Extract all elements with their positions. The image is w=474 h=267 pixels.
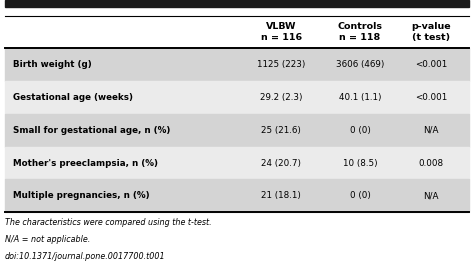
Text: The characteristics were compared using the t-test.: The characteristics were compared using … [5, 218, 211, 227]
Text: Small for gestational age, n (%): Small for gestational age, n (%) [13, 126, 171, 135]
Text: 25 (21.6): 25 (21.6) [261, 126, 301, 135]
Text: 1125 (223): 1125 (223) [257, 60, 305, 69]
Text: Gestational age (weeks): Gestational age (weeks) [13, 93, 133, 102]
Bar [5, 16, 469, 48]
Text: 10 (8.5): 10 (8.5) [343, 159, 377, 167]
Text: 0.008: 0.008 [419, 159, 444, 167]
Text: <0.001: <0.001 [415, 60, 447, 69]
Text: <0.001: <0.001 [415, 93, 447, 102]
Text: N/A = not applicable.: N/A = not applicable. [5, 235, 90, 244]
Text: 29.2 (2.3): 29.2 (2.3) [260, 93, 302, 102]
Text: N/A: N/A [423, 126, 439, 135]
Bar [5, 0, 469, 7]
Bar [5, 179, 469, 212]
Bar [5, 48, 469, 81]
Text: N/A: N/A [423, 191, 439, 200]
Text: p-value
(t test): p-value (t test) [411, 22, 451, 42]
Bar [5, 147, 469, 179]
Text: Multiple pregnancies, n (%): Multiple pregnancies, n (%) [13, 191, 150, 200]
Text: 24 (20.7): 24 (20.7) [261, 159, 301, 167]
Bar [5, 114, 469, 147]
Text: Mother's preeclampsia, n (%): Mother's preeclampsia, n (%) [13, 159, 158, 167]
Text: 0 (0): 0 (0) [350, 191, 371, 200]
Text: Birth weight (g): Birth weight (g) [13, 60, 92, 69]
Text: 40.1 (1.1): 40.1 (1.1) [339, 93, 382, 102]
Text: 21 (18.1): 21 (18.1) [261, 191, 301, 200]
Text: Controls
n = 118: Controls n = 118 [337, 22, 383, 42]
Text: VLBW
n = 116: VLBW n = 116 [261, 22, 301, 42]
Bar [5, 81, 469, 114]
Text: doi:10.1371/journal.pone.0017700.t001: doi:10.1371/journal.pone.0017700.t001 [5, 252, 165, 261]
Text: 3606 (469): 3606 (469) [336, 60, 384, 69]
Text: 0 (0): 0 (0) [350, 126, 371, 135]
